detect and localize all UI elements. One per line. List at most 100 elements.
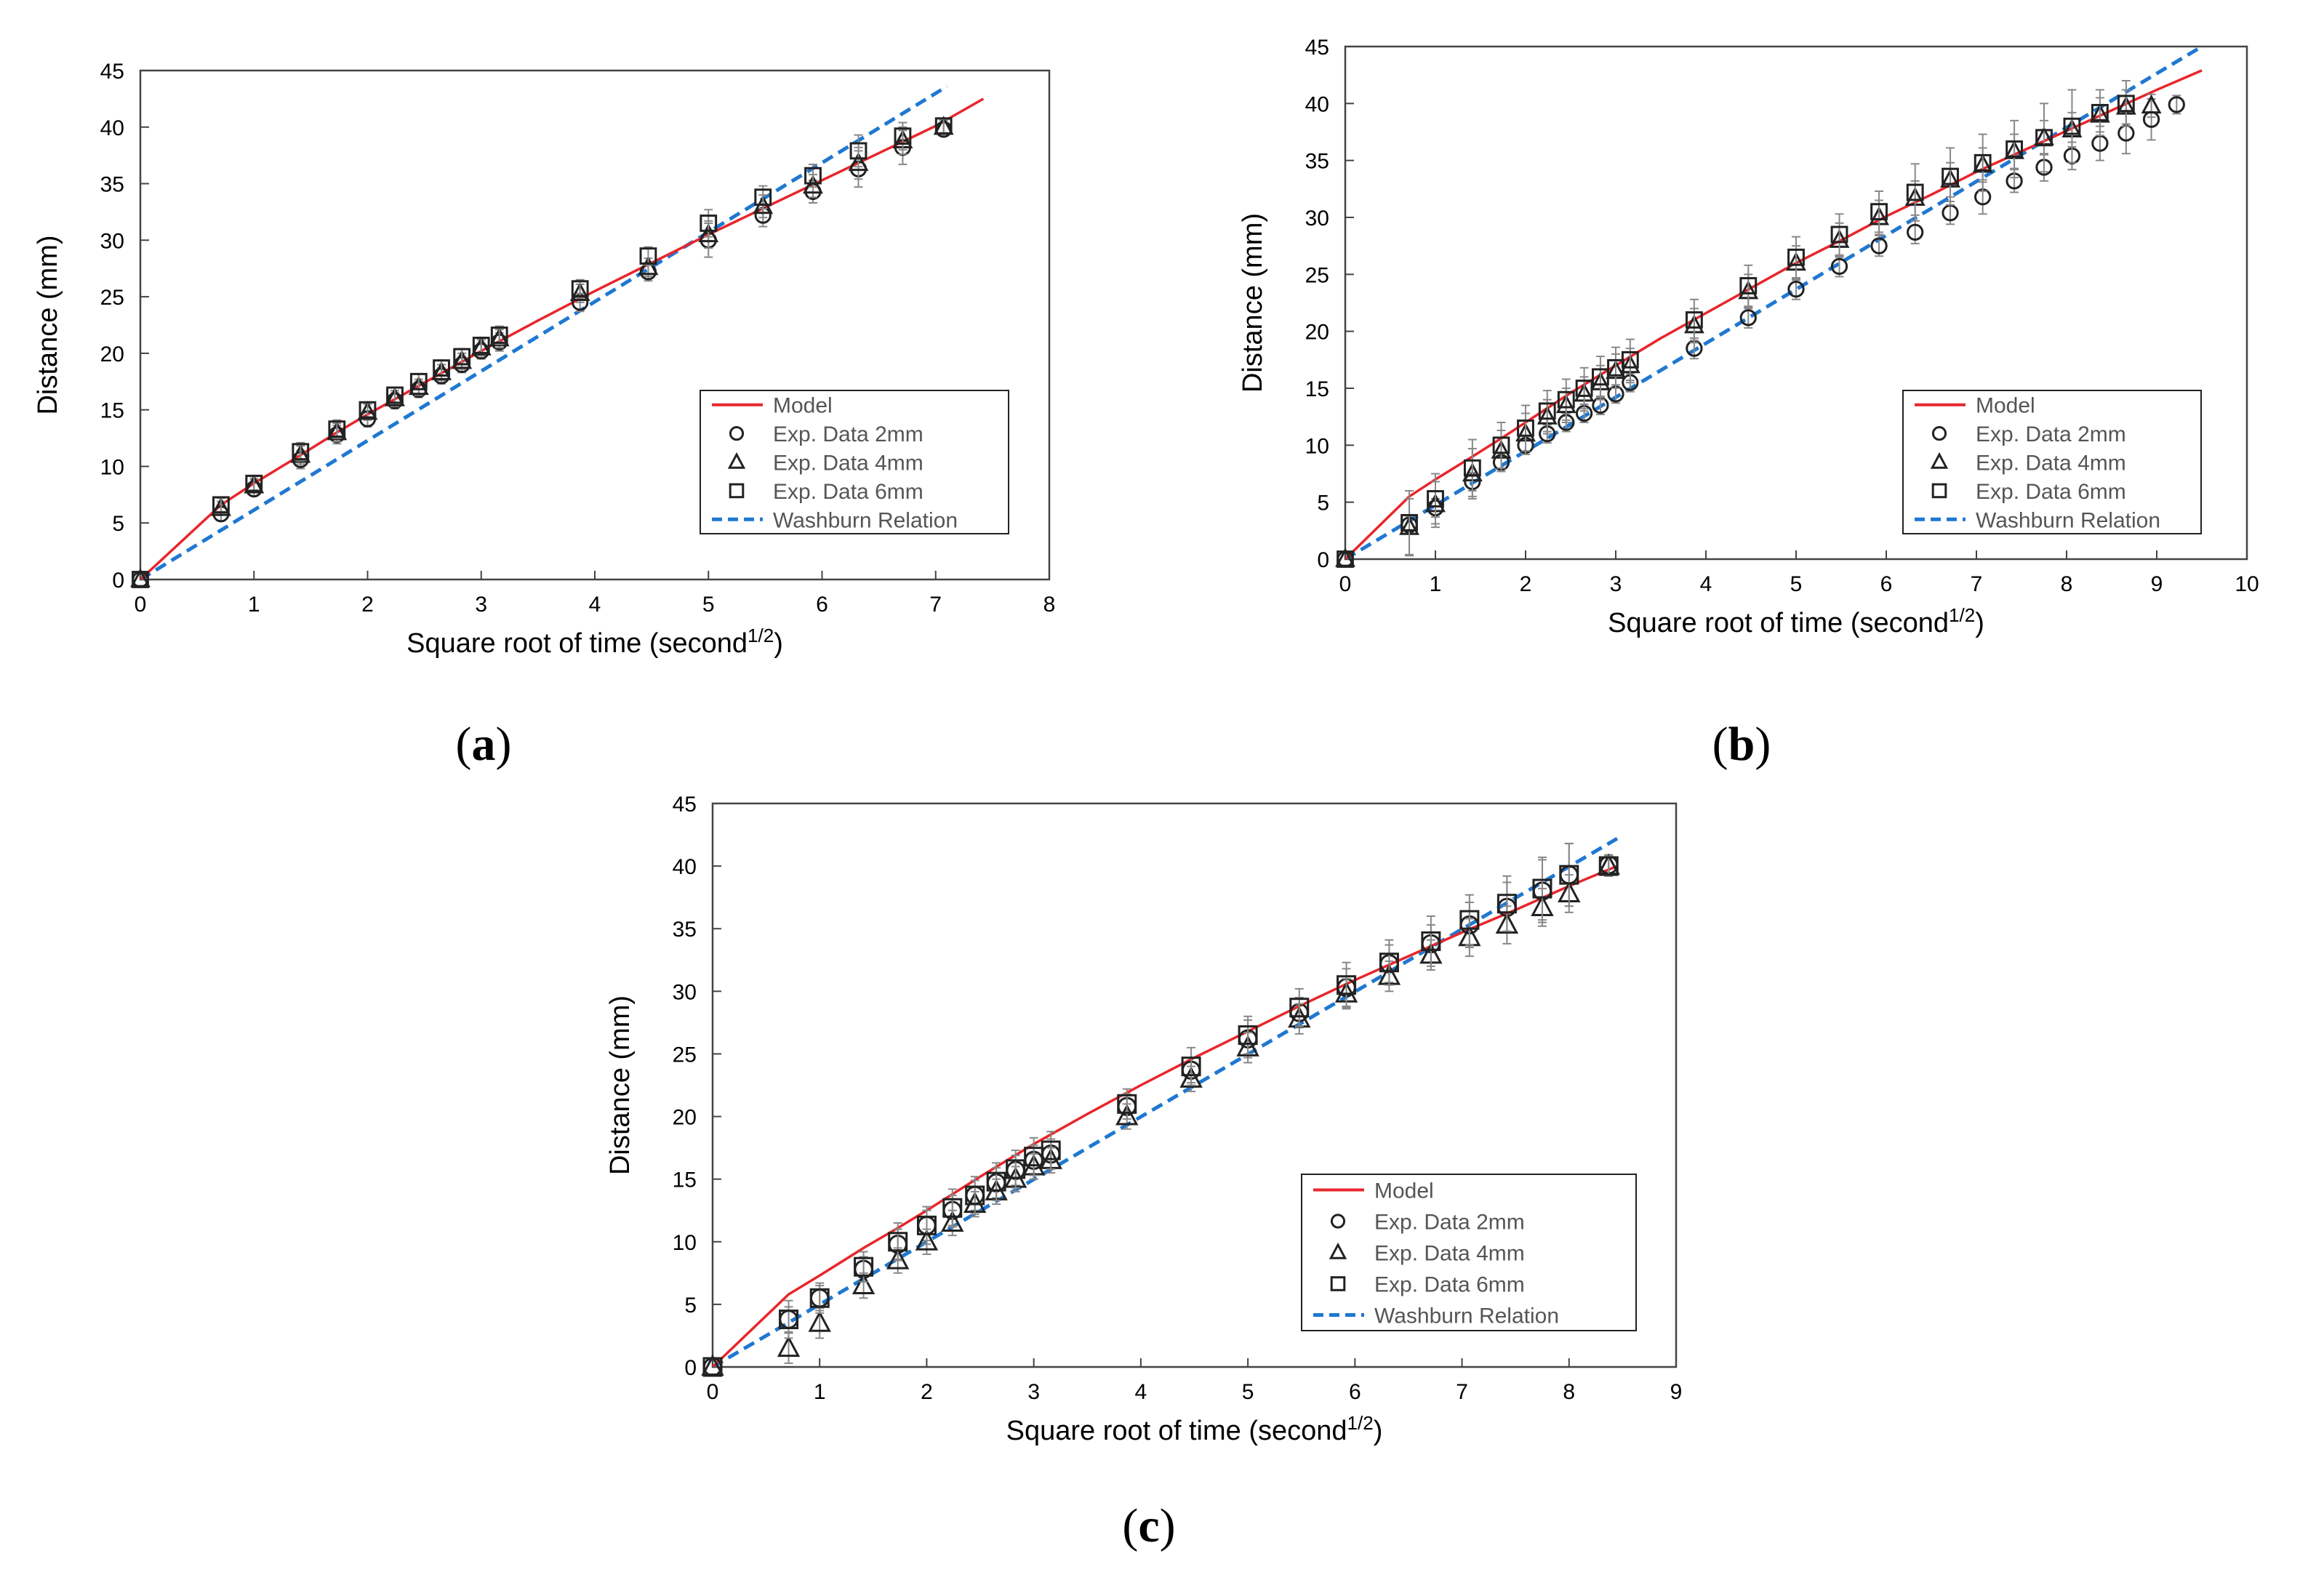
x-tick-label: 5	[702, 593, 715, 617]
legend-label: Washburn Relation	[1976, 508, 2160, 532]
legend-label: Exp. Data 6mm	[1976, 480, 2126, 504]
data-point-square	[1041, 1140, 1061, 1160]
data-point-square	[1974, 153, 1992, 172]
data-point-square	[1117, 1094, 1137, 1114]
panel-label: (a)	[456, 718, 512, 771]
data-point-square	[1621, 350, 1639, 369]
data-point-triangle	[638, 256, 659, 276]
x-tick-label: 2	[921, 1380, 933, 1404]
x-tick-label: 8	[1043, 593, 1056, 617]
data-point-circle	[1870, 237, 1888, 254]
data-point-square	[1401, 513, 1418, 532]
data-point-triangle	[777, 1335, 801, 1358]
legend: Model Exp. Data 2mm Exp. Data 4mm Exp. Data…	[700, 390, 1009, 534]
data-point-square	[1006, 1159, 1026, 1179]
x-tick-label: 8	[2061, 572, 2073, 596]
data-point-triangle	[848, 152, 869, 172]
panel-label: (b)	[1712, 718, 1771, 771]
x-tick-label: 3	[1610, 572, 1622, 596]
x-axis-title-main: Square root of time (second	[1608, 608, 1949, 638]
data-point-square	[1337, 975, 1357, 995]
x-tick-label: 0	[135, 593, 147, 617]
y-tick-label: 30	[673, 980, 697, 1004]
data-point-triangle	[326, 421, 348, 441]
data-point-triangle	[1179, 1066, 1203, 1088]
data-point-square	[2117, 95, 2135, 113]
legend-label: Washburn Relation	[773, 508, 958, 532]
data-point-square	[854, 1256, 874, 1277]
legend-label: Model	[773, 394, 833, 418]
y-tick-label: 20	[100, 342, 124, 366]
data-point-square	[1685, 311, 1703, 329]
x-tick-label: 5	[1790, 572, 1803, 596]
data-point-square	[472, 337, 490, 354]
x-tick-label: 2	[361, 593, 374, 617]
panel-label-close: )	[1755, 718, 1771, 771]
y-axis-title: Distance (mm)	[1238, 213, 1268, 393]
panel-label-close: )	[496, 718, 512, 771]
x-tick-label: 4	[589, 593, 601, 617]
x-tick-label: 7	[929, 593, 942, 617]
legend-key-circle	[729, 426, 745, 441]
data-point-triangle	[1236, 1035, 1259, 1056]
y-tick-label: 15	[100, 399, 124, 423]
data-point-square	[1906, 183, 1924, 201]
legend-key-triangle	[727, 452, 746, 469]
y-tick-label: 25	[1305, 263, 1329, 287]
y-tick-label: 0	[684, 1356, 697, 1380]
x-axis-title-main: Square root of time (second	[1006, 1416, 1347, 1446]
x-axis-title-close: )	[1374, 1416, 1383, 1446]
data-point-triangle	[385, 387, 405, 406]
x-tick-label: 3	[1027, 1380, 1040, 1404]
data-point-square	[2035, 129, 2053, 147]
panel-label-letter: c	[1138, 1499, 1159, 1552]
data-point-triangle	[569, 281, 590, 302]
panel-label-open: (	[1122, 1499, 1138, 1552]
data-point-square	[1739, 277, 1758, 294]
data-point-circle	[2168, 96, 2185, 113]
legend: Model Exp. Data 2mm Exp. Data 4mm Exp. Data…	[1301, 1174, 1637, 1331]
data-point-square	[1496, 894, 1517, 914]
data-point-square	[700, 214, 718, 232]
data-point-triangle	[290, 444, 311, 463]
y-tick-label: 45	[673, 793, 697, 817]
data-point-triangle	[489, 327, 510, 347]
x-tick-label: 3	[475, 593, 487, 617]
panel-label-close: )	[1160, 1499, 1176, 1552]
x-tick-label: 9	[2151, 572, 2163, 596]
data-point-triangle	[941, 1210, 964, 1232]
data-point-square	[571, 280, 589, 298]
data-point-triangle	[1115, 1104, 1139, 1126]
panel-label-letter: b	[1728, 718, 1755, 771]
data-point-circle	[1907, 223, 1924, 241]
data-point-square	[1598, 856, 1619, 876]
data-point-triangle	[698, 223, 719, 243]
data-point-square	[916, 1215, 937, 1235]
legend-label: Model	[1374, 1179, 1434, 1203]
y-tick-label: 40	[673, 855, 697, 879]
y-tick-label: 40	[1305, 92, 1329, 116]
y-tick-label: 10	[1305, 434, 1329, 458]
data-point-triangle	[915, 1229, 939, 1251]
data-point-square	[888, 1232, 908, 1252]
data-point-square	[934, 117, 953, 135]
y-tick-label: 15	[673, 1168, 697, 1192]
y-tick-label: 0	[112, 569, 124, 593]
legend-label: Exp. Data 2mm	[1374, 1211, 1525, 1235]
x-axis-title-sup: 1/2	[1347, 1412, 1374, 1434]
data-point-square	[1830, 225, 1848, 244]
y-tick-label: 45	[1305, 36, 1329, 60]
data-point-square	[2063, 117, 2081, 135]
data-point-square	[1592, 368, 1609, 386]
y-tick-label: 45	[100, 60, 124, 84]
panel-label-letter: a	[472, 718, 496, 771]
data-point-square	[1379, 953, 1399, 973]
x-axis-title-close: )	[774, 628, 783, 659]
data-point-square	[1421, 931, 1441, 951]
data-point-square	[639, 247, 657, 265]
data-point-square	[386, 386, 404, 404]
panel-label-open: (	[1712, 718, 1728, 771]
